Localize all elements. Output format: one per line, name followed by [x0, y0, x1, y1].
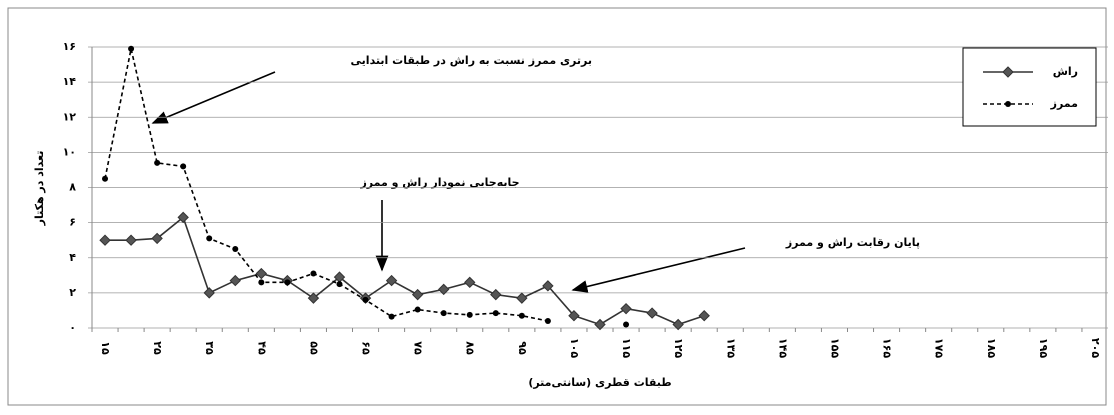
point: [284, 279, 291, 286]
y-tick-label: ۱۶: [63, 40, 76, 53]
point: [258, 279, 265, 286]
x-tick-label: ۲۵: [151, 341, 164, 355]
point: [623, 321, 630, 328]
point: [255, 267, 268, 280]
x-tick-label: ۸۵: [464, 341, 477, 355]
point: [229, 274, 241, 287]
point: [411, 288, 424, 301]
point: [440, 310, 447, 317]
x-tick-label: ۱۵: [99, 341, 112, 355]
point: [128, 45, 135, 52]
legend-label: راش: [1053, 65, 1078, 78]
chart-border: [7, 7, 1107, 406]
annotation-arrow: [571, 247, 746, 293]
point: [542, 280, 554, 292]
point: [518, 312, 525, 319]
x-axis-title: طبقات قطری (سانتی‌متر): [528, 376, 671, 389]
point: [102, 175, 109, 182]
y-tick-label: ۰: [69, 321, 76, 334]
point: [203, 287, 215, 299]
y-tick-label: ۱۰: [63, 145, 76, 158]
y-tick-label: ۱۲: [63, 110, 77, 123]
point: [154, 159, 161, 166]
point: [362, 296, 369, 303]
point: [307, 292, 320, 304]
annotation-arrow: [151, 71, 276, 124]
x-tick-label: ۱۲۵: [672, 338, 685, 358]
x-tick-label: ۱۵۵: [828, 338, 841, 358]
point: [180, 163, 187, 170]
legend-box: [962, 47, 1097, 127]
annotation: برتری ممرز نسبت به راش در طبقات ابتدایی: [351, 54, 592, 67]
series-line: [104, 48, 549, 322]
legend-marker: [1002, 66, 1014, 78]
x-tick-label: ۱۱۵: [620, 338, 633, 358]
x-tick-label: ۹۵: [516, 341, 529, 355]
x-tick-label: ۳۵: [203, 341, 216, 355]
point: [568, 309, 580, 322]
point: [492, 310, 499, 317]
point: [646, 307, 658, 319]
point: [125, 234, 137, 246]
point: [99, 234, 111, 246]
legend-label: ممرز: [1050, 97, 1078, 110]
x-tick-label: ۱۶۵: [881, 338, 894, 358]
point: [232, 245, 239, 252]
point: [620, 302, 632, 315]
annotation: پایان رقابت راش و ممرز: [785, 236, 920, 249]
point: [490, 288, 502, 301]
series-line: [105, 216, 705, 326]
x-tick-label: ۶۵: [360, 341, 373, 355]
y-tick-label: ۶: [69, 216, 76, 229]
annotation: جابه‌جایی نمودار راش و ممرز: [359, 176, 519, 189]
x-tick-label: ۷۵: [412, 341, 425, 355]
point: [594, 318, 606, 331]
point: [310, 270, 317, 277]
point: [151, 232, 163, 245]
x-tick-label: ۵۵: [307, 341, 320, 355]
point: [414, 306, 421, 313]
point: [388, 313, 395, 320]
y-tick-label: ۲: [69, 286, 76, 299]
point: [698, 309, 710, 322]
x-tick-label: ۴۵: [255, 341, 268, 355]
point: [177, 211, 189, 224]
y-tick-label: ۸: [69, 181, 76, 194]
point: [516, 292, 528, 304]
x-tick-label: ۱۹۵: [1037, 338, 1050, 358]
point: [464, 276, 476, 289]
point: [336, 281, 343, 288]
x-tick-label: ۱۳۵: [724, 338, 737, 358]
x-tick-label: ۱۷۵: [933, 338, 946, 358]
x-tick-label: ۲۰۵: [1089, 338, 1102, 358]
point: [437, 283, 450, 296]
point: [385, 274, 398, 287]
y-axis-title: تعداد در هکتار: [33, 151, 46, 227]
point: [544, 317, 551, 324]
point: [466, 311, 473, 318]
x-tick-label: ۱۰۵: [568, 338, 581, 358]
y-tick-label: ۱۴: [63, 75, 77, 88]
y-tick-label: ۴: [69, 251, 76, 264]
x-tick-label: ۱۴۵: [776, 338, 789, 358]
point: [672, 318, 684, 331]
point: [206, 235, 213, 242]
legend-marker: [1005, 101, 1011, 107]
x-tick-label: ۱۸۵: [985, 338, 998, 358]
